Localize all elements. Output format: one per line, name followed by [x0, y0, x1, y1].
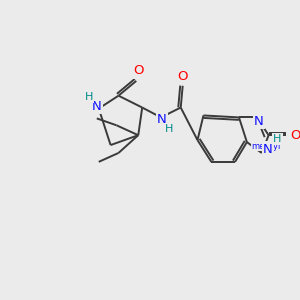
Text: H: H: [85, 92, 93, 102]
Text: H: H: [165, 124, 173, 134]
Text: H: H: [273, 134, 282, 144]
Text: N: N: [92, 100, 102, 113]
Text: N: N: [157, 113, 167, 126]
Text: O: O: [177, 70, 188, 83]
Text: O: O: [133, 64, 143, 77]
Text: methyl: methyl: [251, 142, 280, 151]
Text: N: N: [263, 142, 272, 155]
Text: N: N: [254, 115, 264, 128]
Text: O: O: [290, 129, 300, 142]
